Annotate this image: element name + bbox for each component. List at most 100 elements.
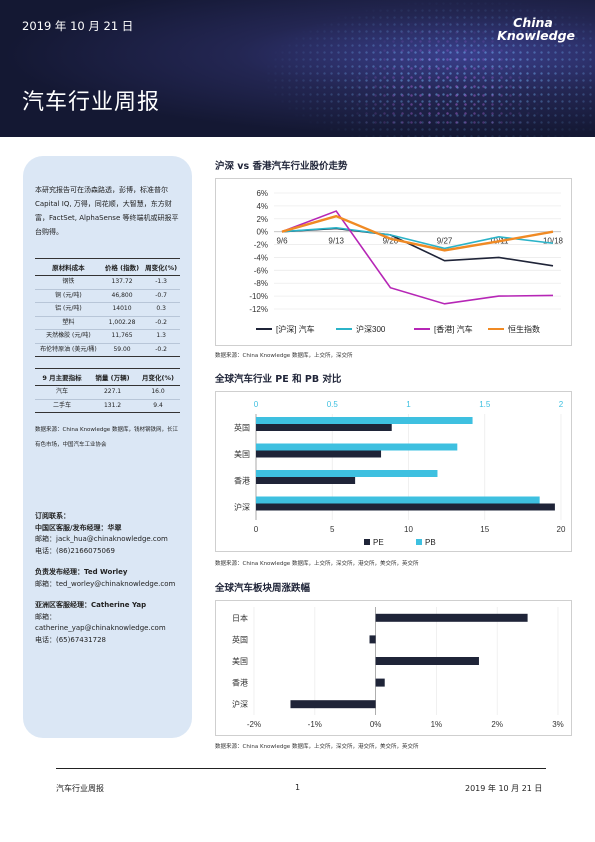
y-tick-label: 6% — [256, 189, 268, 198]
category-label: 香港 — [232, 678, 248, 688]
table-cell: 二手车 — [35, 399, 90, 413]
y-tick-label: -12% — [249, 305, 268, 314]
contact-line: 电话：(86)2166075069 — [35, 546, 115, 555]
chart3-title: 全球汽车板块周涨跌幅 — [215, 583, 311, 594]
bottom-axis-tick-label: 20 — [557, 525, 566, 534]
x-tick-label: 0% — [370, 720, 382, 729]
pe-bar — [256, 450, 382, 458]
table-cell: 9.4 — [136, 399, 180, 413]
table-cell: 天然橡胶 (元/吨) — [35, 329, 102, 344]
table-cell: -0.7 — [142, 289, 180, 303]
table-cell: 塑料 — [35, 316, 102, 330]
table-row: 二手车 131.2 9.4 — [35, 399, 180, 413]
pb-bar — [256, 470, 438, 477]
table-cell: 11,765 — [101, 329, 143, 344]
table-cell: 131.2 — [89, 399, 137, 413]
change-bar — [369, 635, 376, 644]
table-row: 布伦特原油 (美元/桶) 59.00 -0.2 — [35, 343, 180, 357]
category-label: 沪深 — [234, 502, 250, 512]
key-indicators-table: 9 月主要指标 销量 (万辆) 月变化(%) 汽车 227.1 16.0 二手车 131.2… — [35, 368, 180, 413]
category-label: 沪深 — [232, 699, 248, 709]
contact-heading: 亚洲区客服经理：Catherine Yap — [35, 601, 147, 609]
legend-label: 恒生指数 — [508, 324, 540, 334]
series-line — [281, 226, 554, 250]
y-tick-label: 4% — [256, 202, 268, 211]
contact-line: 邮箱：jack_hua@chinaknowledge.com — [35, 535, 168, 543]
table-cell: 铝 (元/吨) — [35, 302, 102, 317]
y-tick-label: -4% — [254, 253, 268, 262]
table-cell: 16.0 — [136, 385, 180, 400]
chart3-source: 数据来源：China Knowledge 数据库，上交所，深交所，港交所，美交所… — [215, 744, 419, 750]
chart2-title: 全球汽车行业 PE 和 PB 对比 — [215, 374, 342, 385]
table-cell: 布伦特原油 (美元/桶) — [35, 343, 102, 357]
x-tick-label: -1% — [308, 720, 322, 729]
pe-pb-chart: 0 5 10 15 20 0 0.5 1 1.5 2 英国 美国 香港 沪深 PE PB — [215, 391, 572, 552]
y-tick-label: -10% — [249, 292, 268, 301]
legend-swatch — [364, 539, 370, 545]
footer-divider — [56, 768, 546, 769]
page-number: 1 — [295, 783, 301, 792]
y-tick-label: -8% — [254, 279, 268, 288]
bottom-axis-tick-label: 5 — [330, 525, 335, 534]
bottom-axis-tick-label: 15 — [480, 525, 489, 534]
table-cell: -1.3 — [142, 275, 180, 290]
banner-dot-pattern-purple — [335, 10, 555, 130]
x-tick-label: 2% — [491, 720, 503, 729]
x-tick-label: 9/13 — [328, 237, 344, 246]
contact-block: 订阅联系： — [35, 511, 180, 523]
legend-label: [沪深] 汽车 — [276, 324, 315, 334]
table-cell: 59.00 — [101, 343, 143, 357]
x-tick-label: 1% — [431, 720, 443, 729]
report-date: 2019 年 10 月 21 日 — [22, 19, 134, 33]
table-cell: -0.2 — [142, 316, 180, 330]
pb-bar — [256, 496, 540, 504]
contact-line: 电话：(65)67431728 — [35, 635, 106, 644]
contact-heading: 订阅联系： — [35, 512, 70, 520]
pe-bar — [256, 503, 555, 511]
legend-swatch — [416, 539, 422, 545]
category-label: 香港 — [234, 475, 250, 485]
change-bar — [290, 700, 376, 709]
table-cell: 14010 — [101, 302, 143, 317]
y-tick-label: -6% — [254, 266, 268, 275]
table-header: 9 月主要指标 — [42, 374, 82, 382]
table-cell: 汽车 — [35, 385, 90, 400]
pe-bar — [256, 424, 392, 431]
table-row: 铝 (元/吨) 14010 0.3 — [35, 302, 180, 317]
contact-block: 亚洲区客服经理：Catherine Yap 邮箱：catherine_yap@ch… — [35, 600, 180, 646]
category-label: 美国 — [234, 449, 250, 459]
legend-label: PB — [425, 538, 436, 547]
x-tick-label: 3% — [552, 720, 564, 729]
category-label: 英国 — [232, 634, 248, 644]
x-tick-label: 9/20 — [383, 237, 399, 246]
table-cell: 46,800 — [101, 289, 143, 303]
contact-block: 中国区客服/发布经理：华翠 邮箱：jack_hua@chinaknowledge.… — [35, 523, 180, 558]
table-cell: 1.3 — [142, 329, 180, 344]
change-bar — [375, 678, 385, 687]
series-line — [281, 214, 554, 252]
contact-line: 邮箱：catherine_yap@chinaknowledge.com — [35, 612, 166, 633]
pb-bar — [256, 417, 473, 424]
series-line — [281, 227, 554, 267]
weekly-change-chart: -2% -1% 0% 1% 2% 3% 日本 英国 美国 香港 沪深 — [215, 600, 572, 736]
pe-bar — [256, 477, 356, 484]
series-line — [281, 210, 554, 305]
top-axis-tick-label: 1 — [406, 400, 411, 409]
table-cell: 钢铁 — [35, 275, 102, 290]
bottom-axis-tick-label: 0 — [254, 525, 259, 534]
table-cell: 227.1 — [89, 385, 137, 400]
contact-block: 负责发布经理：Ted Worley 邮箱：ted_worley@chinaknow… — [35, 567, 180, 590]
stock-trend-chart: 6% 4% 2% 0% -2% -4% -6% -8% -10% -12% 9/6 9/13 9/20 9… — [215, 178, 572, 346]
legend-label: PE — [373, 538, 384, 547]
contacts-block: 订阅联系： 中国区客服/发布经理：华翠 邮箱：jack_hua@chinaknowl… — [35, 511, 180, 646]
table-header: 周变化(%) — [145, 264, 178, 272]
change-bar — [375, 657, 479, 665]
table-row: 天然橡胶 (元/吨) 11,765 1.3 — [35, 329, 180, 344]
x-tick-label: 9/6 — [276, 237, 288, 246]
table-header: 原材料成本 — [52, 264, 85, 272]
y-tick-label: 2% — [256, 215, 268, 224]
table-row: 钢铁 137.72 -1.3 — [35, 275, 180, 290]
table-cell: -0.2 — [142, 343, 180, 357]
chart1-title: 沪深 vs 香港汽车行业股价走势 — [215, 161, 348, 172]
